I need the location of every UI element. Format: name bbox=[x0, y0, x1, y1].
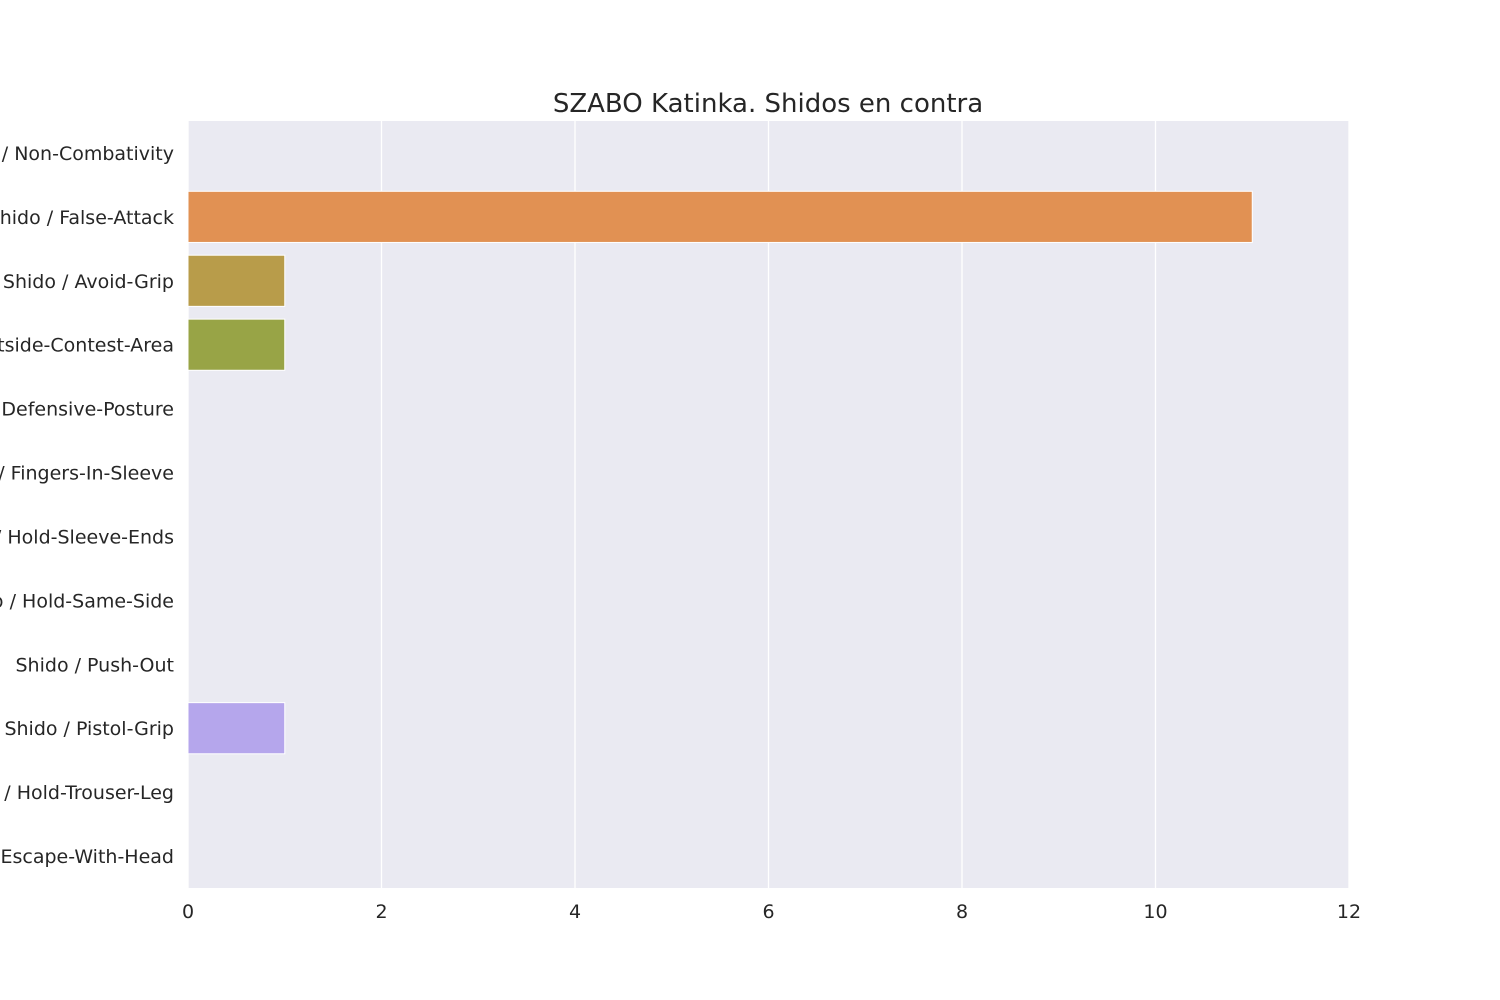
y-tick-label: Shido / Pistol-Grip bbox=[4, 718, 174, 740]
bars bbox=[187, 190, 1253, 755]
bar bbox=[187, 702, 286, 755]
bar bbox=[187, 318, 286, 371]
bar bbox=[187, 190, 1253, 243]
y-tick-label: Shido / Push-Out bbox=[16, 654, 175, 676]
y-tick-label: Shido / Escape-With-Head bbox=[0, 846, 174, 868]
y-tick-label: Shido / False-Attack bbox=[0, 207, 174, 229]
y-axis-tick-labels: Shido / Non-Combativity Shido / False-Att… bbox=[0, 143, 174, 868]
y-tick-label: Shido / Defensive-Posture bbox=[0, 399, 174, 421]
x-tick-label: 10 bbox=[1143, 901, 1167, 923]
x-axis-tick-labels: 0 2 4 6 8 10 12 bbox=[182, 901, 1361, 923]
x-tick-label: 12 bbox=[1337, 901, 1361, 923]
y-tick-label: Shido / Avoid-Grip bbox=[3, 271, 174, 293]
x-tick-label: 6 bbox=[762, 901, 774, 923]
x-tick-label: 2 bbox=[375, 901, 387, 923]
gridlines bbox=[187, 121, 1350, 888]
y-tick-label: Shido / Fingers-In-Sleeve bbox=[0, 463, 174, 485]
x-tick-label: 4 bbox=[569, 901, 581, 923]
y-tick-label: Shido / Non-Combativity bbox=[0, 143, 174, 165]
y-tick-label: Shido / Hold-Sleeve-Ends bbox=[0, 526, 174, 548]
x-tick-label: 0 bbox=[182, 901, 194, 923]
y-tick-label: Shido / Hold-Same-Side bbox=[0, 590, 174, 612]
y-tick-label: Shido / Hold-Trouser-Leg bbox=[0, 782, 174, 804]
chart-title: SZABO Katinka. Shidos en contra bbox=[553, 89, 983, 119]
y-tick-label: Shido / Outside-Contest-Area bbox=[0, 335, 174, 357]
bar bbox=[187, 254, 286, 307]
x-tick-label: 8 bbox=[956, 901, 968, 923]
